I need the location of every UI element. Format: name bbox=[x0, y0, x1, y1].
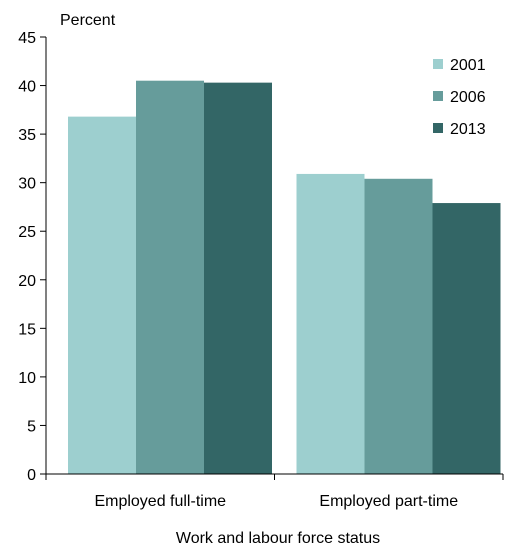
y-tick-label: 40 bbox=[18, 79, 36, 96]
bars-group bbox=[68, 80, 501, 475]
legend-swatch-2006 bbox=[433, 91, 443, 101]
bar-2013-1 bbox=[204, 82, 272, 475]
y-tick-label: 35 bbox=[18, 127, 36, 144]
bar-2001-1 bbox=[68, 116, 136, 475]
x-category-label: Employed part-time bbox=[319, 493, 458, 510]
y-tick-label: 45 bbox=[18, 30, 36, 47]
y-tick-label: 0 bbox=[27, 467, 36, 484]
legend-label-2013: 2013 bbox=[450, 121, 486, 138]
legend: 2001 2006 2013 bbox=[433, 57, 486, 138]
bar-2001-2 bbox=[296, 173, 365, 474]
legend-label-2001: 2001 bbox=[450, 57, 486, 74]
y-tick-label: 20 bbox=[18, 273, 36, 290]
y-tick-label: 15 bbox=[18, 321, 36, 338]
bar-2006-2 bbox=[364, 178, 433, 474]
y-tick-label: 10 bbox=[18, 370, 36, 387]
legend-swatch-2013 bbox=[433, 123, 443, 133]
x-axis-title: Work and labour force status bbox=[176, 530, 380, 547]
y-ticks-group: 0 5 10 15 20 25 30 35 40 45 bbox=[18, 30, 46, 484]
bar-2006-1 bbox=[136, 80, 204, 474]
legend-label-2006: 2006 bbox=[450, 89, 486, 106]
bar-2013-2 bbox=[432, 203, 501, 474]
y-tick-label: 5 bbox=[27, 418, 36, 435]
y-axis-title: Percent bbox=[60, 12, 116, 29]
y-tick-label: 30 bbox=[18, 176, 36, 193]
y-tick-label: 25 bbox=[18, 224, 36, 241]
legend-swatch-2001 bbox=[433, 59, 443, 69]
x-categories-group: Employed full-time Employed part-time bbox=[45, 474, 504, 510]
x-category-label: Employed full-time bbox=[94, 493, 226, 510]
